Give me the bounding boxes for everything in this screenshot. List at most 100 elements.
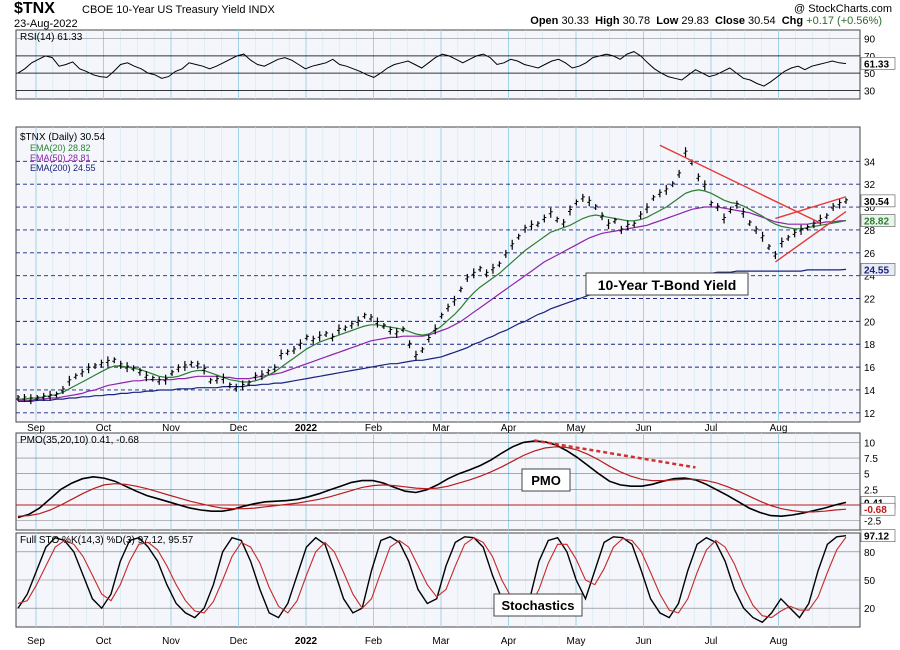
- pmo-annotation: PMO: [531, 473, 561, 488]
- y-tick-label-price-10: 32: [864, 180, 876, 191]
- y-tick-label-price-2: 16: [864, 363, 876, 374]
- ema200-badge: 24.55: [864, 265, 889, 276]
- x-tick-label-price-7: Apr: [501, 423, 517, 434]
- x-tick-label-bottom-7: Apr: [501, 636, 517, 647]
- open-label: Open: [530, 15, 559, 27]
- low-label: Low: [656, 15, 679, 27]
- y-tick-label-pmo-3: 5: [864, 470, 870, 481]
- x-tick-label-bottom-4: 2022: [295, 636, 318, 647]
- ohlc-readout: Open 30.33 High 30.78 Low 29.83 Close 30…: [530, 15, 882, 27]
- y-tick-label-price-4: 20: [864, 317, 876, 328]
- price-bars: [16, 147, 848, 405]
- x-tick-label-bottom-9: Jun: [635, 636, 651, 647]
- panel-frame-rsi: [15, 29, 861, 100]
- y-tick-label-sto-2: 80: [864, 548, 876, 559]
- x-tick-label-bottom-2: Nov: [162, 636, 180, 647]
- sto-annotation-box: [493, 593, 583, 617]
- ema200-badge-box: [860, 263, 896, 276]
- y-tick-label-rsi-3: 90: [864, 35, 876, 46]
- x-tick-label-bottom-11: Aug: [770, 636, 788, 647]
- y-tick-label-rsi-1: 50: [864, 69, 876, 80]
- rsi-value-badge: 61.33: [864, 59, 889, 70]
- pmo-divergence-line: [533, 439, 696, 469]
- series-line-pmo-1: [17, 446, 847, 517]
- wedge-lower-line: [774, 211, 847, 263]
- pmo-signal-badge-box: [860, 502, 896, 516]
- high-label: High: [595, 15, 620, 27]
- high-value: 30.78: [622, 15, 651, 27]
- x-tick-label-price-6: Mar: [432, 423, 450, 434]
- close-value: 30.54: [748, 15, 776, 27]
- x-tick-label-bottom-5: Feb: [365, 636, 383, 647]
- y-tick-label-price-3: 18: [864, 340, 876, 351]
- y-tick-label-sto-1: 50: [864, 576, 876, 587]
- y-tick-label-price-1: 14: [864, 386, 876, 397]
- close-label: Close: [715, 15, 745, 27]
- panel-frame-pmo: [15, 432, 861, 531]
- x-tick-label-price-0: Sep: [27, 423, 45, 434]
- symbol-label: $TNX: [14, 0, 55, 17]
- y-tick-label-price-11: 34: [864, 157, 876, 168]
- x-tick-label-price-2: Nov: [162, 423, 180, 434]
- x-tick-label-bottom-10: Jul: [705, 636, 718, 647]
- pmo-title: PMO(35,20,10) 0.41, -0.68: [20, 435, 139, 446]
- sto-value-badge: 97.12: [864, 532, 889, 543]
- annotation-box: [585, 272, 749, 296]
- sto-value-badge-box: [860, 529, 896, 543]
- x-tick-label-price-10: Jul: [705, 423, 718, 434]
- y-tick-label-pmo-0: -2.5: [864, 517, 882, 528]
- y-tick-label-price-9: 30: [864, 203, 876, 214]
- down-trendline: [659, 144, 821, 224]
- series-line-price-2: [18, 206, 847, 401]
- x-tick-label-price-3: Dec: [230, 423, 248, 434]
- symbol-description: CBOE 10-Year US Treasury Yield INDX: [82, 4, 275, 16]
- sto-title: Full STO %K(14,3) %D(3) 97.12, 95.57: [20, 535, 194, 546]
- legend-entry-2: EMA(200) 24.55: [30, 163, 96, 173]
- y-tick-label-price-5: 22: [864, 295, 876, 306]
- y-tick-label-price-6: 24: [864, 272, 876, 283]
- open-value: 30.33: [561, 15, 589, 27]
- x-tick-label-price-1: Oct: [96, 423, 112, 434]
- x-tick-label-bottom-0: Sep: [27, 636, 45, 647]
- rsi-value-badge-box: [860, 57, 896, 70]
- y-tick-label-rsi-0: 30: [864, 86, 876, 97]
- y-tick-label-pmo-4: 7.5: [864, 454, 878, 465]
- x-tick-label-bottom-3: Dec: [230, 636, 248, 647]
- wedge-upper-line: [775, 196, 847, 220]
- legend-entry-0: EMA(20) 28.82: [30, 143, 91, 153]
- chg-label: Chg: [781, 15, 804, 27]
- y-tick-label-pmo-2: 2.5: [864, 485, 878, 496]
- y-tick-label-pmo-5: 10: [864, 438, 876, 449]
- ema20-badge: 28.82: [864, 217, 889, 228]
- series-line-pmo-0: [17, 440, 847, 519]
- x-tick-label-price-4: 2022: [295, 423, 318, 434]
- credit-label: @ StockCharts.com: [794, 3, 892, 15]
- series-line-price-1: [18, 189, 847, 400]
- y-tick-label-price-7: 26: [864, 249, 876, 260]
- legend-entry-1: EMA(50) 28.81: [30, 153, 91, 163]
- series-line-rsi-0: [17, 51, 847, 87]
- chart-date: 23-Aug-2022: [14, 18, 78, 30]
- pmo-annotation-box: [521, 468, 571, 492]
- series-line-sto-0: [17, 535, 847, 624]
- price-annotation: 10-Year T-Bond Yield: [598, 277, 737, 293]
- x-tick-label-bottom-1: Oct: [96, 636, 112, 647]
- series-line-sto-1: [17, 536, 847, 619]
- chg-value: +0.17 (+0.56%): [806, 15, 882, 27]
- x-tick-label-price-9: Jun: [635, 423, 651, 434]
- y-tick-label-price-0: 12: [864, 409, 876, 420]
- rsi-title: RSI(14) 61.33: [20, 32, 83, 43]
- x-tick-label-bottom-6: Mar: [432, 636, 450, 647]
- x-tick-label-bottom-8: May: [567, 636, 586, 647]
- price-title: $TNX (Daily) 30.54: [20, 132, 105, 143]
- x-tick-label-price-5: Feb: [365, 423, 383, 434]
- low-value: 29.83: [681, 15, 709, 27]
- sto-annotation: Stochastics: [502, 598, 575, 613]
- y-tick-label-sto-0: 20: [864, 604, 876, 615]
- pmo-signal-badge: -0.68: [864, 505, 887, 516]
- close-badge-box: [860, 194, 896, 208]
- y-tick-label-price-8: 28: [864, 226, 876, 237]
- x-tick-label-price-11: Aug: [770, 423, 788, 434]
